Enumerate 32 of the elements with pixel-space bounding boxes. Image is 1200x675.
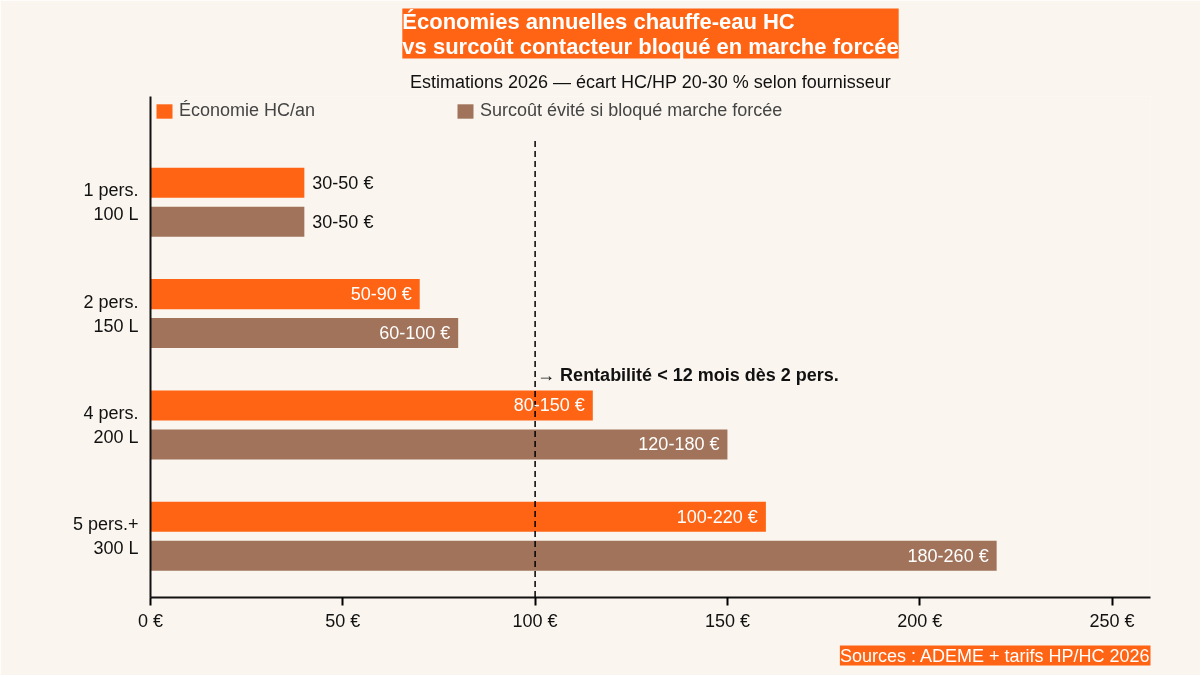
data-label: 120-180 €: [638, 434, 720, 455]
legend-label: Économie HC/an: [179, 100, 316, 121]
x-tick-label: 100 €: [512, 610, 558, 631]
bar: [150, 390, 593, 421]
x-tick-label: 0 €: [137, 610, 164, 631]
data-label: 80-150 €: [513, 395, 585, 416]
y-tick-label: 4 pers. 200 L: [83, 402, 139, 447]
ref-line-label: → Rentabilité < 12 mois dès 2 pers.: [537, 364, 839, 385]
chart-subtitle: Estimations 2026 — écart HC/HP 20-30 % selon fournisseur: [409, 71, 891, 92]
data-label: 30-50 €: [312, 172, 374, 193]
bar: [150, 429, 728, 460]
chart-title: Économies annuelles chauffe-eau HC vs surcoût contacteur bloqué en marche forcée: [402, 8, 899, 59]
bar: [150, 167, 305, 198]
data-label: 60-100 €: [379, 323, 451, 344]
x-tick-label: 50 €: [325, 610, 361, 631]
bar: [150, 318, 459, 349]
x-tick-label: 250 €: [1089, 610, 1135, 631]
data-label: 180-260 €: [907, 545, 989, 566]
data-label: 30-50 €: [312, 211, 374, 232]
x-tick-label: 200 €: [897, 610, 943, 631]
data-label: 50-90 €: [350, 284, 412, 305]
legend-label: Surcoût évité si bloqué marche forcée: [480, 100, 783, 121]
data-label: 100-220 €: [676, 506, 758, 527]
bar: [150, 501, 766, 532]
bar: [150, 206, 305, 237]
bar: [150, 279, 420, 310]
y-tick-label: 1 pers. 100 L: [83, 180, 139, 225]
y-tick-label: 2 pers. 150 L: [83, 291, 139, 336]
source-note: Sources : ADEME + tarifs HP/HC 2026: [839, 645, 1150, 666]
bar: [150, 540, 997, 571]
y-tick-label: 5 pers.+ 300 L: [72, 514, 139, 559]
x-tick-label: 150 €: [704, 610, 750, 631]
